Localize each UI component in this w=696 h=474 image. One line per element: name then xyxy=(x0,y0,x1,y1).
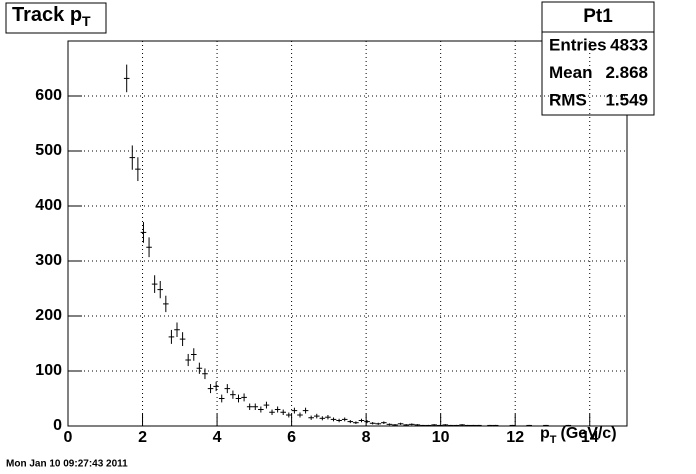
x-tick-label: 2 xyxy=(138,429,147,446)
x-tick-label: 14 xyxy=(581,429,599,446)
title-main: Track p xyxy=(12,4,82,26)
x-tick-label: 8 xyxy=(362,429,371,446)
stats-value: 1.549 xyxy=(605,90,648,109)
x-tick-label: 12 xyxy=(506,429,524,446)
x-label-unit: (GeV/c) xyxy=(561,425,617,442)
stats-label: Mean xyxy=(549,63,592,82)
y-tick-label: 0 xyxy=(53,417,62,434)
stats-label: Entries xyxy=(549,35,607,54)
y-tick-label: 300 xyxy=(35,252,62,269)
chart-title: Track pT xyxy=(12,4,91,28)
x-label-main: p xyxy=(540,425,550,442)
y-tick-label: 400 xyxy=(35,197,62,214)
x-axis-label: pT (GeV/c) xyxy=(540,425,617,446)
stats-label: RMS xyxy=(549,90,587,109)
y-tick-label: 600 xyxy=(35,87,62,104)
x-label-subscript: T xyxy=(550,434,557,446)
y-tick-label: 200 xyxy=(35,307,62,324)
stats-value: 2.868 xyxy=(605,63,648,82)
stats-value: 4833 xyxy=(610,35,648,54)
x-tick-label: 10 xyxy=(432,429,450,446)
stats-title: Pt1 xyxy=(583,6,613,27)
title-box xyxy=(5,2,107,34)
y-tick-label: 100 xyxy=(35,362,62,379)
title-subscript: T xyxy=(82,13,91,29)
x-tick-label: 0 xyxy=(64,429,73,446)
y-tick-label: 500 xyxy=(35,142,62,159)
x-tick-label: 6 xyxy=(287,429,296,446)
x-tick-label: 4 xyxy=(213,429,222,446)
timestamp: Mon Jan 10 09:27:43 2011 xyxy=(6,459,128,470)
